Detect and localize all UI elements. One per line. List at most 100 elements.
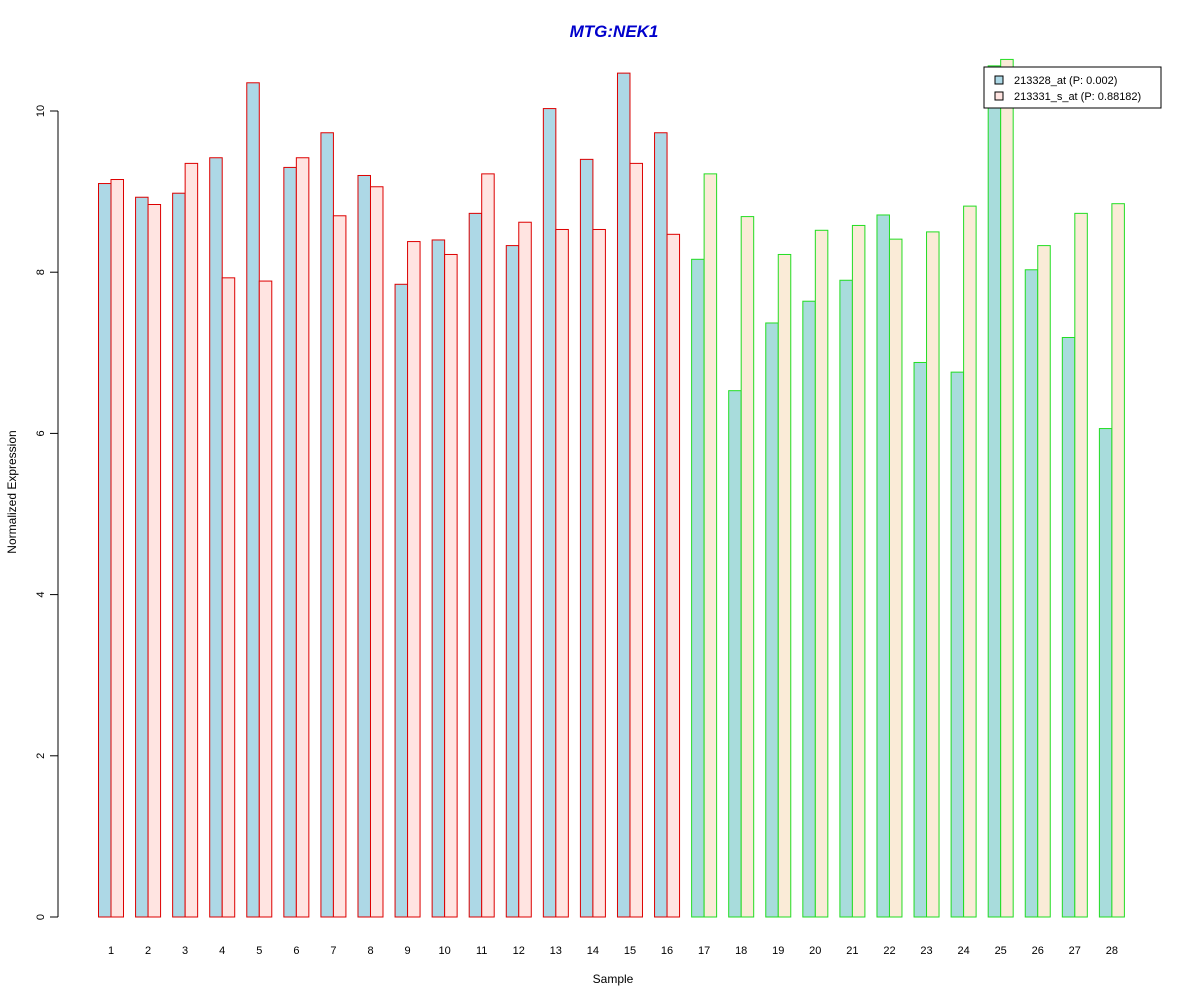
bar-213331-sample-14: [592, 228, 606, 918]
chart-title: MTG:NEK1: [570, 22, 659, 41]
bar-213328-sample-26: [1024, 269, 1039, 918]
x-tick-label-23: 23: [920, 945, 932, 957]
bar-213328-sample-28: [1098, 428, 1113, 918]
bar-213328-sample-22: [876, 214, 890, 918]
bar-213331-sample-12: [518, 221, 532, 918]
bar-213328-sample-19: [765, 322, 779, 918]
x-tick-label-8: 8: [367, 945, 373, 957]
x-tick-label-26: 26: [1032, 945, 1044, 957]
y-tick-label-8: 8: [35, 269, 47, 275]
bar-213328-sample-10: [431, 239, 446, 918]
bar-213331-sample-1: [110, 179, 124, 918]
bar-213331-sample-23: [926, 231, 940, 918]
bar-213331-sample-21: [851, 224, 866, 918]
bar-213331-sample-10: [444, 253, 458, 918]
x-tick-label-28: 28: [1106, 945, 1118, 957]
bar-213328-sample-11: [468, 212, 483, 918]
bar-213331-sample-4: [221, 277, 236, 918]
x-tick-label-27: 27: [1069, 945, 1081, 957]
bar-213328-sample-4: [209, 157, 223, 918]
y-tick-label-4: 4: [35, 592, 47, 598]
x-tick-label-3: 3: [182, 945, 188, 957]
bar-213328-sample-24: [950, 371, 965, 918]
x-tick-label-11: 11: [476, 945, 487, 957]
y-axis: 0 2 4 6 8 10: [35, 105, 59, 920]
x-tick-label-17: 17: [698, 945, 710, 957]
x-tick-label-7: 7: [330, 945, 336, 957]
bar-213328-sample-14: [579, 158, 594, 918]
y-tick-label-6: 6: [35, 430, 47, 436]
bar-213331-sample-5: [258, 280, 273, 918]
bar-213328-sample-16: [654, 132, 668, 918]
y-axis-label: Normalized Expression: [5, 430, 19, 553]
bar-213331-sample-13: [555, 228, 569, 918]
bar-213328-sample-2: [135, 196, 149, 918]
bar-213328-sample-23: [913, 361, 928, 918]
legend-box: [983, 66, 1162, 109]
legend-label-2: 213331_s_at (P: 0.88182): [1014, 91, 1141, 103]
bar-213328-sample-17: [691, 258, 705, 918]
bar-213331-sample-3: [184, 162, 199, 918]
bar-213331-sample-17: [703, 173, 718, 918]
legend-swatch-1: [994, 75, 1004, 85]
x-tick-label-9: 9: [405, 945, 411, 957]
x-tick-label-22: 22: [883, 945, 895, 957]
y-tick-label-10: 10: [35, 105, 47, 117]
x-tick-label-25: 25: [995, 945, 1007, 957]
bar-213331-sample-24: [963, 205, 977, 918]
x-axis: 1 2 3 4 5 6 7 8 9 10 11 12 13 14 15 16 17 18 19 20 21 22 23 24 2…: [108, 945, 1118, 957]
bar-213328-sample-6: [283, 166, 297, 918]
bar-213328-sample-13: [542, 108, 557, 918]
bar-213328-sample-18: [728, 390, 742, 918]
bar-213331-sample-15: [629, 162, 643, 918]
legend-label-1: 213328_at (P: 0.002): [1014, 75, 1117, 87]
bar-213331-sample-22: [888, 238, 903, 918]
y-tick-label-2: 2: [35, 753, 47, 759]
x-tick-label-13: 13: [550, 945, 562, 957]
bar-213331-sample-8: [369, 186, 384, 918]
bar-213331-sample-9: [407, 241, 421, 918]
bar-213328-sample-7: [320, 132, 334, 918]
bar-213328-sample-5: [246, 82, 260, 918]
bar-213331-sample-7: [332, 215, 347, 918]
bar-213331-sample-18: [740, 216, 755, 918]
bar-213328-sample-12: [505, 245, 520, 918]
legend: 213328_at (P: 0.002) 213331_s_at (P: 0.88…: [983, 66, 1162, 109]
x-tick-label-24: 24: [957, 945, 969, 957]
x-tick-label-16: 16: [661, 945, 673, 957]
bar-213331-sample-19: [777, 253, 792, 918]
bar-213331-sample-20: [814, 229, 829, 918]
x-tick-label-15: 15: [624, 945, 636, 957]
bar-213331-sample-6: [295, 157, 310, 918]
y-tick-label-0: 0: [35, 914, 47, 920]
bar-213328-sample-15: [616, 72, 631, 918]
bar-213331-sample-27: [1074, 212, 1088, 918]
x-tick-label-10: 10: [438, 945, 450, 957]
x-tick-label-20: 20: [809, 945, 821, 957]
x-tick-label-6: 6: [293, 945, 299, 957]
x-tick-label-5: 5: [256, 945, 262, 957]
bar-213331-sample-25: [1000, 58, 1014, 918]
bar-213331-sample-2: [147, 204, 162, 918]
bar-213328-sample-21: [839, 279, 853, 918]
x-tick-label-2: 2: [145, 945, 151, 957]
bar-213331-sample-11: [481, 173, 495, 918]
legend-swatch-2: [994, 91, 1004, 101]
bar-213328-sample-20: [802, 300, 816, 918]
x-tick-label-14: 14: [587, 945, 599, 957]
bar-213328-sample-1: [98, 183, 112, 918]
bars-group: [98, 58, 1125, 918]
bar-213328-sample-25: [987, 65, 1002, 918]
bar-213328-sample-9: [394, 283, 409, 918]
bar-213328-sample-3: [172, 192, 186, 918]
x-axis-label: Sample: [593, 972, 634, 986]
bar-213328-sample-27: [1061, 336, 1076, 918]
x-tick-label-18: 18: [735, 945, 747, 957]
bar-213331-sample-26: [1037, 245, 1051, 918]
x-tick-label-1: 1: [108, 945, 114, 957]
x-tick-label-19: 19: [772, 945, 784, 957]
bar-213328-sample-8: [357, 174, 371, 918]
bar-213331-sample-16: [666, 233, 681, 918]
x-tick-label-21: 21: [846, 945, 858, 957]
